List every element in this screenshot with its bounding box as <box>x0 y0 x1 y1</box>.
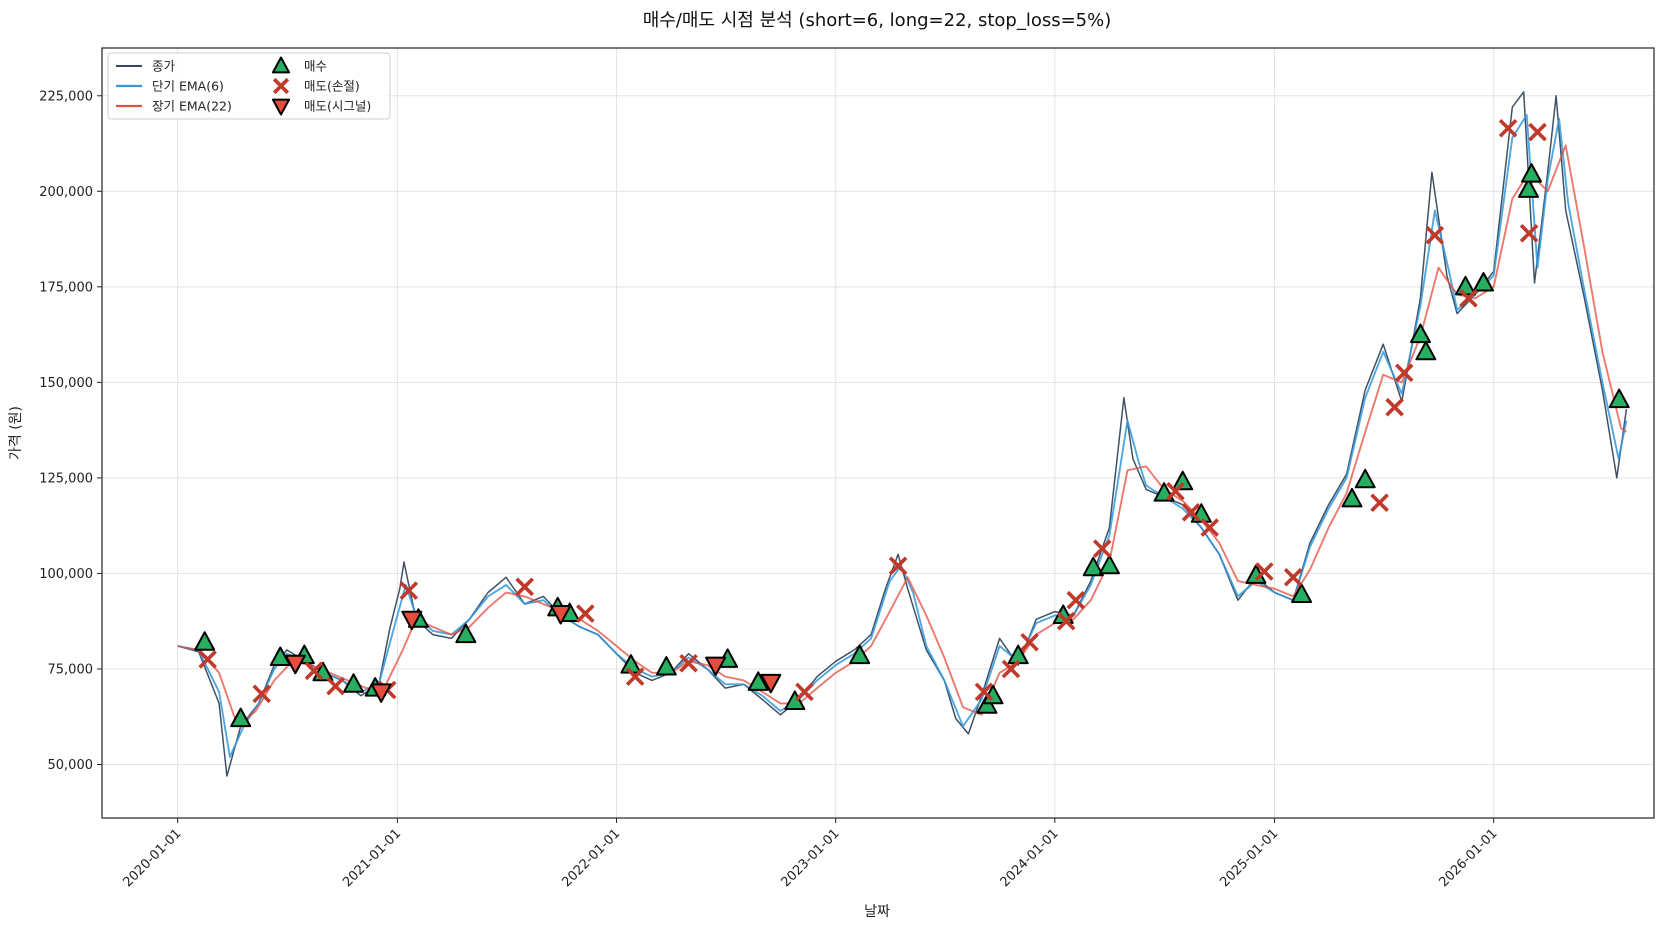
stop-loss-marker <box>1056 611 1076 631</box>
x-axis: 2020-01-01 2021-01-01 2022-01-01 2023-01-01… <box>120 818 1501 890</box>
y-tick-label: 200,000 <box>39 185 93 200</box>
x-tick-label: 2025-01-01 <box>1217 826 1281 890</box>
stop-loss-marker <box>1166 482 1185 501</box>
signal-sell-marker <box>705 656 727 677</box>
series-line-close <box>177 91 1628 777</box>
signal-sell-marker <box>550 605 572 625</box>
buy-marker <box>849 644 871 665</box>
marker-layer <box>194 118 1630 728</box>
buy-marker <box>747 671 769 691</box>
buy-marker <box>1098 554 1120 575</box>
buy-marker <box>1472 272 1494 292</box>
buy-marker <box>1082 556 1104 577</box>
stop-loss-marker <box>1498 118 1518 138</box>
stop-loss-marker <box>1459 289 1478 308</box>
stop-loss-marker <box>1066 590 1086 610</box>
y-tick-label: 150,000 <box>39 376 93 391</box>
legend-label: 종가 <box>152 59 176 74</box>
buy-marker <box>655 656 677 676</box>
buy-marker <box>1341 487 1363 508</box>
series-line-ema-long <box>177 144 1627 728</box>
buy-marker <box>1415 340 1437 361</box>
stop-loss-marker <box>1519 224 1539 243</box>
stop-loss-marker <box>1181 503 1201 522</box>
legend-swatch-sell-signal <box>271 98 291 116</box>
y-axis-title: 가격 (원) <box>8 406 24 460</box>
x-axis-title: 날짜 <box>864 904 890 920</box>
legend-label: 매도(시그널) <box>304 99 371 114</box>
buy-marker <box>455 623 477 644</box>
signal-sell-marker <box>284 654 306 675</box>
y-tick-label: 175,000 <box>39 280 93 295</box>
legend-label: 매수 <box>304 59 327 74</box>
legend-label: 단기 EMA(6) <box>152 79 224 94</box>
y-axis: 50,000 75,000 100,000 125,000 150,000 175,000… <box>39 89 102 773</box>
y-tick-label: 125,000 <box>39 471 93 486</box>
legend-label: 장기 EMA(22) <box>152 99 232 114</box>
legend-label: 매도(손절) <box>304 79 360 94</box>
stop-loss-marker <box>1255 562 1274 581</box>
buy-marker <box>1172 470 1194 491</box>
stop-loss-marker <box>1425 225 1445 245</box>
x-tick-label: 2020-01-01 <box>120 826 184 890</box>
series-line-ema-short <box>177 113 1628 758</box>
buy-marker <box>1454 275 1476 296</box>
y-tick-label: 75,000 <box>48 662 94 677</box>
y-tick-label: 100,000 <box>39 567 93 582</box>
legend-swatch-sell-stop <box>272 77 290 95</box>
signal-sell-marker <box>370 683 392 703</box>
x-tick-label: 2023-01-01 <box>778 826 842 890</box>
stop-loss-marker <box>1092 539 1112 558</box>
buy-marker <box>1291 583 1313 603</box>
stop-loss-marker <box>399 581 419 600</box>
signal-sell-marker <box>760 673 782 694</box>
x-tick-label: 2022-01-01 <box>559 826 623 890</box>
x-tick-label: 2021-01-01 <box>340 826 404 890</box>
stop-loss-marker <box>326 676 345 696</box>
buy-marker <box>784 690 806 710</box>
x-tick-label: 2026-01-01 <box>1436 826 1500 890</box>
stop-loss-marker <box>515 577 534 597</box>
plot-area <box>101 47 1655 819</box>
buy-marker <box>1409 323 1431 344</box>
stop-loss-marker <box>576 604 595 623</box>
y-tick-label: 225,000 <box>39 89 93 104</box>
chart-title: 매수/매도 시점 분석 (short=6, long=22, stop_loss… <box>643 10 1112 31</box>
stop-loss-marker <box>1001 659 1021 679</box>
stop-loss-marker <box>888 556 908 576</box>
stop-loss-marker <box>198 650 217 669</box>
buy-marker <box>194 631 216 651</box>
legend-swatch-buy <box>271 56 291 74</box>
buy-marker <box>1608 388 1630 409</box>
grid <box>102 48 1654 818</box>
series-layer <box>177 91 1628 777</box>
buy-marker <box>1518 178 1540 198</box>
buy-marker <box>1354 468 1376 489</box>
buy-marker <box>1521 163 1543 183</box>
stop-loss-marker <box>252 684 271 704</box>
stop-loss-marker <box>1200 518 1219 537</box>
stop-loss-marker <box>1385 397 1404 417</box>
stop-loss-marker <box>679 653 698 673</box>
buy-marker <box>343 673 365 693</box>
stop-loss-marker <box>974 682 994 702</box>
x-tick-label: 2024-01-01 <box>998 826 1062 890</box>
stop-loss-marker <box>1370 493 1389 513</box>
stop-loss-marker <box>795 682 814 702</box>
stop-loss-marker <box>304 661 324 681</box>
legend-box <box>107 52 391 120</box>
stop-loss-marker <box>1283 567 1303 587</box>
stop-loss-marker <box>1528 122 1547 142</box>
stop-loss-marker <box>1020 632 1039 652</box>
stop-loss-marker <box>1394 363 1414 383</box>
signal-sell-marker <box>401 610 423 631</box>
buy-marker <box>230 707 252 728</box>
stop-loss-marker <box>625 667 645 686</box>
y-tick-label: 50,000 <box>48 758 94 773</box>
